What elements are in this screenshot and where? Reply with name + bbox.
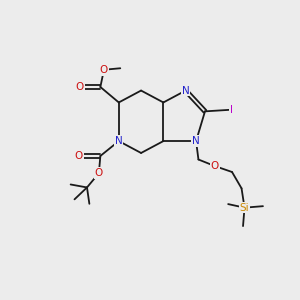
Text: N: N [115, 136, 123, 146]
Text: N: N [192, 136, 200, 146]
Text: O: O [76, 82, 84, 92]
Text: I: I [230, 105, 233, 115]
Text: O: O [95, 168, 103, 178]
Text: O: O [75, 151, 83, 161]
Text: O: O [211, 161, 219, 171]
Text: N: N [182, 85, 190, 96]
Text: Si: Si [240, 203, 249, 213]
Text: O: O [100, 65, 108, 75]
